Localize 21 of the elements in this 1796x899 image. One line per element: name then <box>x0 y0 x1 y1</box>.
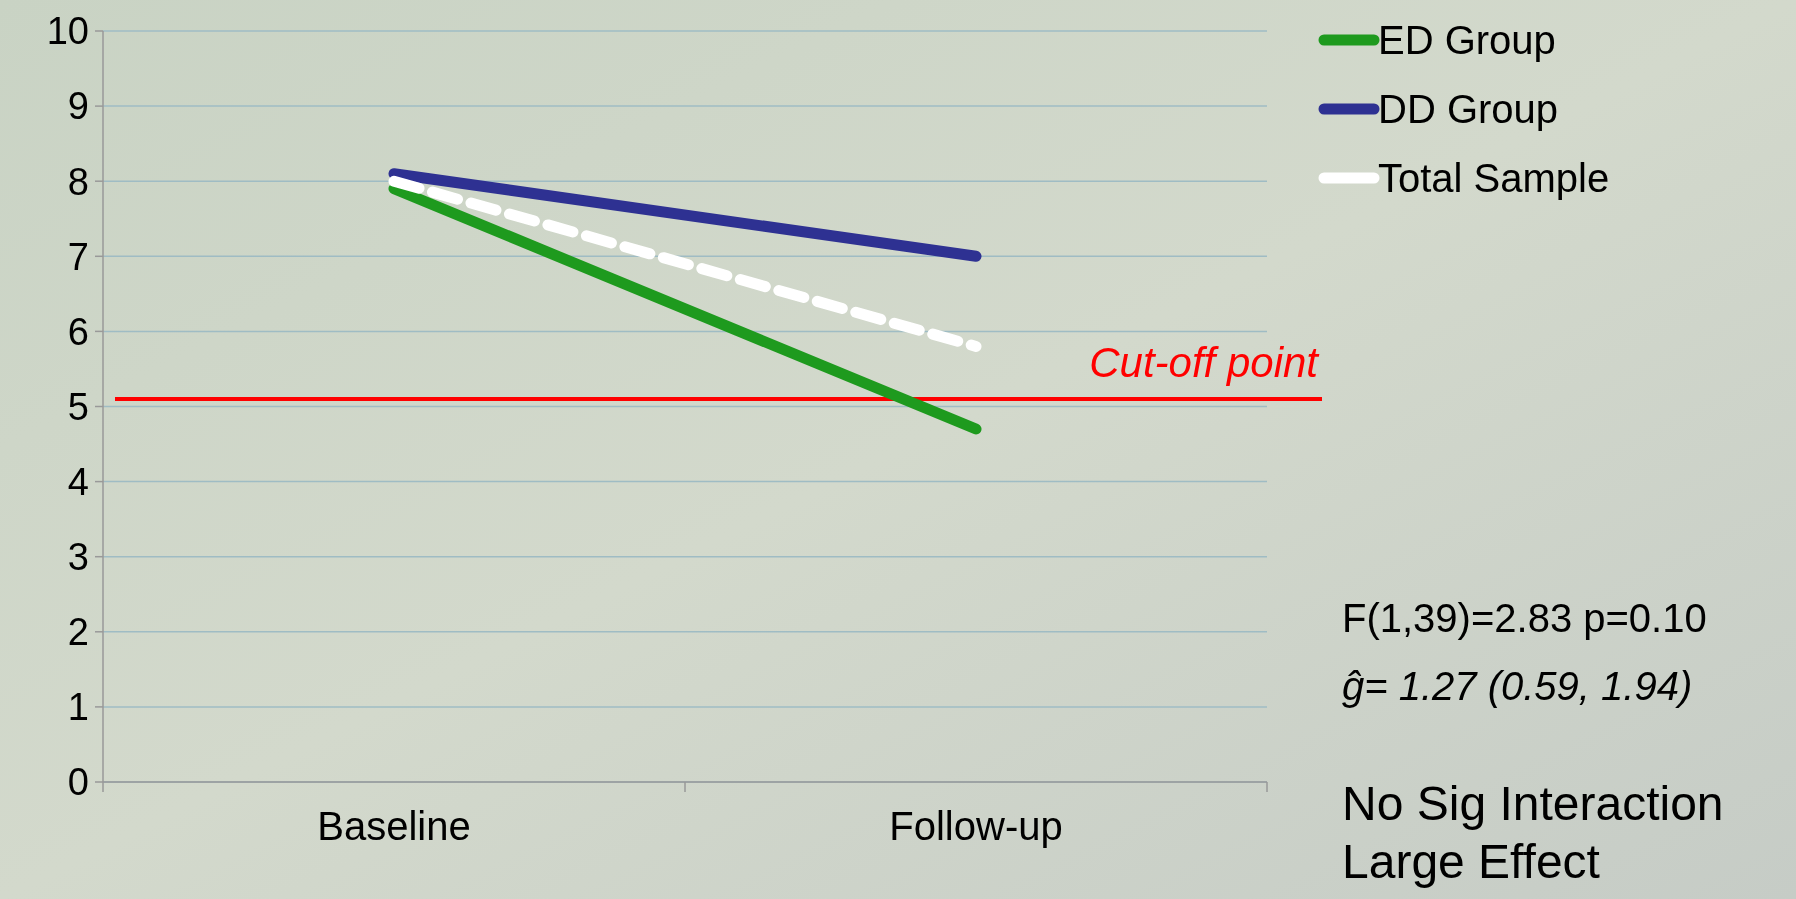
legend-label: DD Group <box>1378 87 1559 131</box>
text: F(1,39)=2.83 p=0.10 <box>1342 596 1707 640</box>
y-tick-label: 2 <box>67 611 89 654</box>
y-tick-label: 0 <box>67 761 89 804</box>
x-tick-label: Baseline <box>317 804 471 848</box>
x-tick-label: Follow-up <box>889 804 1063 848</box>
y-tick-label: 10 <box>46 10 89 53</box>
y-tick-label: 9 <box>67 85 89 128</box>
legend-label: Total Sample <box>1378 156 1610 200</box>
text: No Sig Interaction <box>1342 777 1724 830</box>
y-tick-label: 4 <box>67 460 89 503</box>
text: ĝ= 1.27 (0.59, 1.94) <box>1342 664 1693 708</box>
y-tick-label: 7 <box>67 235 89 278</box>
y-tick-label: 8 <box>67 160 89 203</box>
text: Large Effect <box>1342 835 1600 888</box>
y-tick-label: 5 <box>67 385 89 428</box>
y-tick-label: 6 <box>67 310 89 353</box>
legend-label: ED Group <box>1378 18 1556 62</box>
ref-line-label: Cut-off point <box>1089 338 1321 386</box>
y-tick-label: 1 <box>67 686 89 729</box>
y-tick-label: 3 <box>67 536 89 578</box>
